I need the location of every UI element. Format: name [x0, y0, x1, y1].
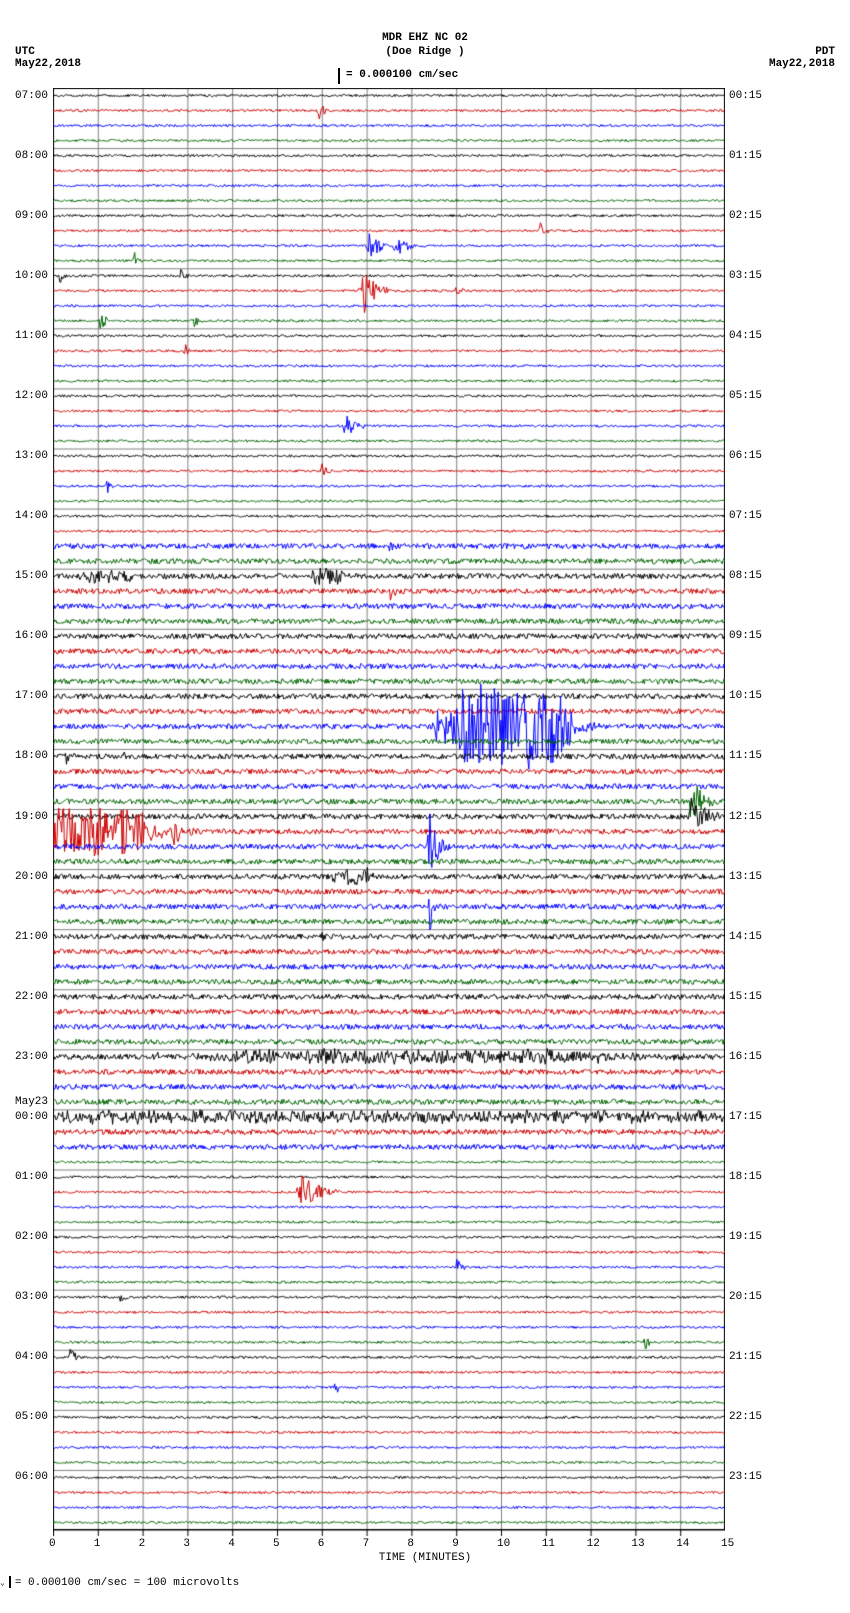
right-tick: 01:15 — [729, 150, 762, 162]
right-date: May22,2018 — [769, 58, 835, 70]
right-tick: 02:15 — [729, 210, 762, 222]
seismogram-plot — [53, 88, 725, 1540]
x-tick: 6 — [318, 1538, 325, 1550]
x-tick: 15 — [721, 1538, 734, 1550]
title-line2: (Doe Ridge ) — [0, 46, 850, 58]
left-tick: 17:00 — [15, 690, 48, 702]
left-tick: 15:00 — [15, 570, 48, 582]
right-tick: 13:15 — [729, 871, 762, 883]
x-tick: 3 — [183, 1538, 190, 1550]
left-tick: 16:00 — [15, 630, 48, 642]
x-tick: 13 — [631, 1538, 644, 1550]
x-tick: 1 — [94, 1538, 101, 1550]
right-tick: 14:15 — [729, 931, 762, 943]
right-tick: 18:15 — [729, 1171, 762, 1183]
x-tick: 9 — [452, 1538, 459, 1550]
right-tick: 17:15 — [729, 1111, 762, 1123]
x-tick: 10 — [497, 1538, 510, 1550]
left-tick: 08:00 — [15, 150, 48, 162]
right-tick: 03:15 — [729, 270, 762, 282]
x-tick: 0 — [49, 1538, 56, 1550]
right-tick: 04:15 — [729, 330, 762, 342]
right-tick: 06:15 — [729, 450, 762, 462]
left-tick: 13:00 — [15, 450, 48, 462]
left-tick: 09:00 — [15, 210, 48, 222]
left-tick: 02:00 — [15, 1231, 48, 1243]
right-tick: 22:15 — [729, 1411, 762, 1423]
left-tick: May23 — [15, 1096, 48, 1108]
left-tick: 10:00 — [15, 270, 48, 282]
x-tick: 2 — [139, 1538, 146, 1550]
left-tick: 06:00 — [15, 1471, 48, 1483]
x-tick: 4 — [228, 1538, 235, 1550]
left-tick: 19:00 — [15, 811, 48, 823]
left-date: May22,2018 — [15, 58, 81, 70]
right-tick: 15:15 — [729, 991, 762, 1003]
scale-indicator: = 0.000100 cm/sec — [338, 66, 458, 82]
right-tick: 09:15 — [729, 630, 762, 642]
x-tick: 5 — [273, 1538, 280, 1550]
left-tick: 20:00 — [15, 871, 48, 883]
left-tick: 12:00 — [15, 390, 48, 402]
footer-scale: ⌄= 0.000100 cm/sec = 100 microvolts — [0, 1576, 239, 1589]
right-tick: 08:15 — [729, 570, 762, 582]
left-tick: 21:00 — [15, 931, 48, 943]
scale-text: = 0.000100 cm/sec — [346, 69, 458, 81]
left-tick: 07:00 — [15, 90, 48, 102]
x-tick: 8 — [407, 1538, 414, 1550]
right-tick: 23:15 — [729, 1471, 762, 1483]
x-tick: 7 — [363, 1538, 370, 1550]
left-tick: 14:00 — [15, 510, 48, 522]
right-tick: 21:15 — [729, 1351, 762, 1363]
left-tick: 03:00 — [15, 1291, 48, 1303]
right-tick: 10:15 — [729, 690, 762, 702]
left-timezone: UTC — [15, 46, 35, 58]
footer-text: = 0.000100 cm/sec = 100 microvolts — [15, 1577, 239, 1589]
left-tick: 05:00 — [15, 1411, 48, 1423]
right-tick: 12:15 — [729, 811, 762, 823]
left-tick: 04:00 — [15, 1351, 48, 1363]
right-tick: 05:15 — [729, 390, 762, 402]
x-tick: 14 — [676, 1538, 689, 1550]
x-tick: 11 — [542, 1538, 555, 1550]
right-tick: 07:15 — [729, 510, 762, 522]
right-tick: 20:15 — [729, 1291, 762, 1303]
left-tick: 11:00 — [15, 330, 48, 342]
left-tick: 01:00 — [15, 1171, 48, 1183]
right-timezone: PDT — [815, 46, 835, 58]
scale-bar-icon — [338, 68, 340, 84]
left-tick: 23:00 — [15, 1051, 48, 1063]
x-tick: 12 — [587, 1538, 600, 1550]
right-tick: 11:15 — [729, 750, 762, 762]
right-tick: 19:15 — [729, 1231, 762, 1243]
left-tick: 22:00 — [15, 991, 48, 1003]
right-tick: 16:15 — [729, 1051, 762, 1063]
scale-bar-icon — [9, 1576, 11, 1588]
x-axis-label: TIME (MINUTES) — [0, 1552, 850, 1564]
left-tick: 00:00 — [15, 1111, 48, 1123]
title-line1: MDR EHZ NC 02 — [0, 32, 850, 44]
left-tick: 18:00 — [15, 750, 48, 762]
right-tick: 00:15 — [729, 90, 762, 102]
